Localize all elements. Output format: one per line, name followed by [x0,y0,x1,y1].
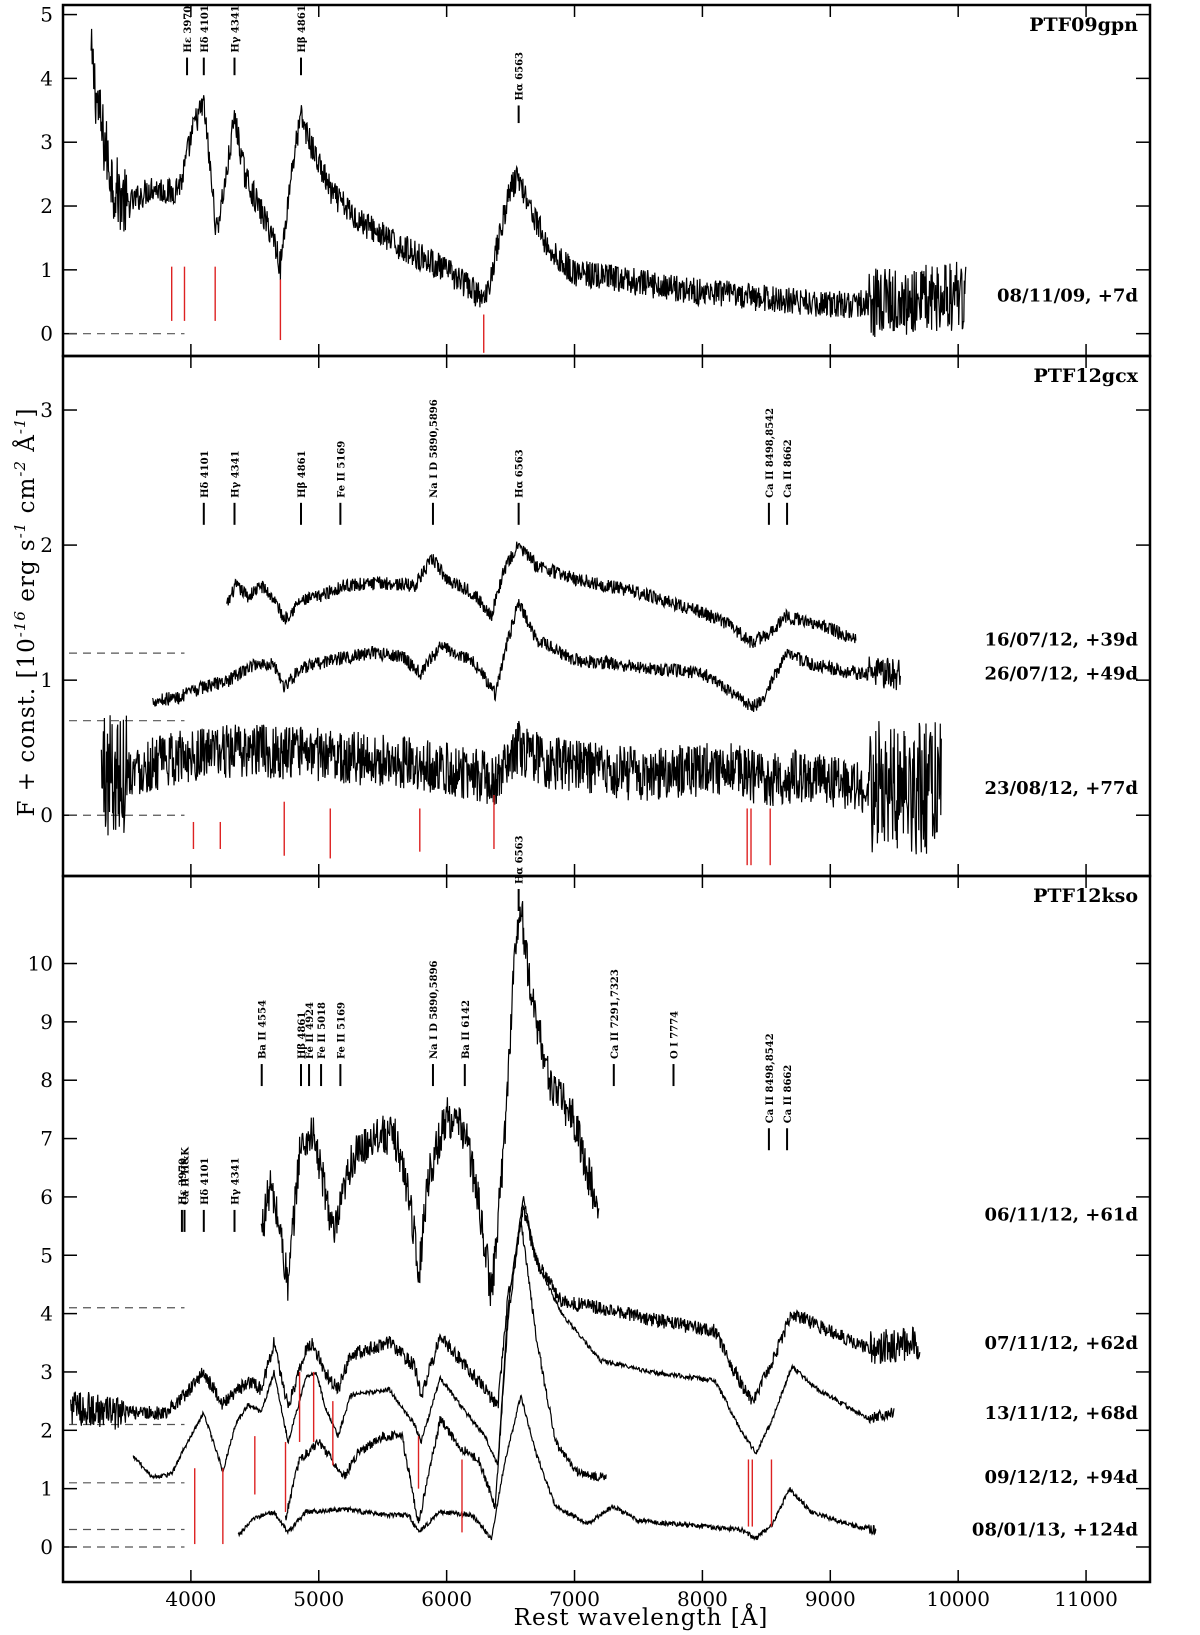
x-tick-label: 9000 [805,1587,856,1611]
line-id-label: Hγ 4341 [230,5,241,52]
line-id-label: Hγ 4341 [230,450,241,497]
line-id-label: Ca II 8498,8542 [765,1033,776,1123]
y-tick-label: 10 [28,952,53,976]
epoch-label: 26/07/12, +49d [984,663,1138,684]
line-id-label: Hγ 4341 [230,1158,241,1205]
y-tick-label: 9 [40,1010,53,1034]
y-tick-label: 0 [40,803,53,827]
line-id-label: Hβ 4861 [297,1012,308,1059]
epoch-label: 06/11/12, +61d [984,1204,1138,1225]
panel-ptf12gcx: 0 1 2 3 Hδ 4101 Hγ 4341 Hβ 4861 Fe II 5169 Na I … [40,354,1152,878]
line-id-label: O I 7774 [670,1011,681,1059]
line-id-label: Fe II 5018 [317,1002,328,1059]
x-tick-label: 11000 [1054,1587,1118,1611]
y-tick-label: 1 [40,668,53,692]
line-id-label: Hδ 4101 [200,5,211,52]
line-id-label: Hε 3970 [178,1158,189,1205]
line-id-label: Ca II 8662 [783,439,794,498]
epoch-label: 23/08/12, +77d [984,778,1138,799]
x-tick-label: 10000 [926,1587,990,1611]
line-id-label: Hβ 4861 [297,450,308,497]
x-tick-label: 6000 [421,1587,472,1611]
y-tick-label: 0 [40,1535,53,1559]
y-tick-label: 2 [40,194,53,218]
spectrum-line [90,28,967,338]
panel-ptf09gpn: 0 1 2 3 4 5 Hε 3970 Hδ 4101 Hγ 4341 Hβ 4861 Hα 656… [40,3,1152,358]
y-tick-label: 2 [40,1418,53,1442]
line-id-label: Hε 3970 [183,6,194,53]
line-id-label: Hβ 4861 [297,5,308,52]
y-tick-label: 1 [40,258,53,282]
y-tick-label: 5 [40,1243,53,1267]
x-axis-title: Rest wavelength [Å] [514,1603,769,1631]
y-tick-label: 1 [40,1477,53,1501]
line-id-label: Na I D 5890,5896 [429,399,440,498]
y-axis-title: F + const. [10-16 erg s-1 cm-2 Å-1] [11,407,40,816]
y-tick-label: 4 [40,66,53,90]
y-tick-label: 8 [40,1068,53,1092]
spectrum-line [237,1394,877,1542]
epoch-label: 08/11/09, +7d [997,285,1138,306]
line-id-label: Hδ 4101 [200,450,211,497]
spectrum-line [70,1203,921,1430]
spectrum-line [100,715,942,855]
line-id-label: Fe II 5169 [336,1002,347,1059]
spectrum-line [260,901,600,1307]
epoch-label: 13/11/12, +68d [984,1403,1138,1424]
y-tick-label: 5 [40,3,53,27]
epoch-label: 07/11/12, +62d [984,1333,1138,1354]
object-name: PTF12gcx [1033,365,1138,387]
line-id-label: Na I D 5890,5896 [429,960,440,1059]
x-tick-label: 8000 [677,1587,728,1611]
line-id-label: Ba II 4554 [258,1000,269,1059]
spectrum-line [151,598,901,712]
epoch-label: 16/07/12, +39d [984,630,1138,651]
epoch-label: 08/01/13, +124d [972,1519,1138,1540]
y-tick-label: 3 [40,130,53,154]
line-id-label: Hα 6563 [515,52,526,100]
line-id-label: Ca II 8498,8542 [765,408,776,498]
spectra-panels: 0 1 2 3 4 5 Hε 3970 Hδ 4101 Hγ 4341 Hβ 4861 Hα 656… [28,3,1152,1611]
line-id-label: Ca II 7291,7323 [610,969,621,1059]
object-name: PTF12kso [1033,885,1138,907]
spectrum-line [284,1221,607,1524]
line-id-label: Hα 6563 [515,836,526,884]
x-tick-label: 7000 [549,1587,600,1611]
line-id-label: Fe II 5169 [336,441,347,498]
x-tick-label: 5000 [293,1587,344,1611]
line-id-label: Ca II H&K [180,1147,191,1205]
y-tick-label: 6 [40,1185,53,1209]
epoch-label: 09/12/12, +94d [984,1467,1138,1488]
line-id-label: Fe II 4924 [305,1002,316,1059]
object-name: PTF09gpn [1029,14,1138,36]
y-tick-label: 4 [40,1302,53,1326]
y-tick-label: 2 [40,533,53,557]
spectrum-line [226,541,857,648]
line-id-label: Hα 6563 [515,449,526,497]
line-id-label: Hδ 4101 [200,1157,211,1204]
y-tick-label: 3 [40,1360,53,1384]
line-id-label: Ba II 6142 [461,1000,472,1059]
y-tick-label: 0 [40,322,53,346]
y-tick-label: 3 [40,398,53,422]
panel-frame [61,874,1152,1584]
line-id-label: Ca II 8662 [783,1065,794,1124]
panel-ptf12kso: 0 1 2 3 4 5 6 7 8 9 10 4000 5000 6000 7000 8000 9000 1000… [28,836,1152,1611]
y-tick-label: 7 [40,1127,53,1151]
x-tick-label: 4000 [165,1587,216,1611]
